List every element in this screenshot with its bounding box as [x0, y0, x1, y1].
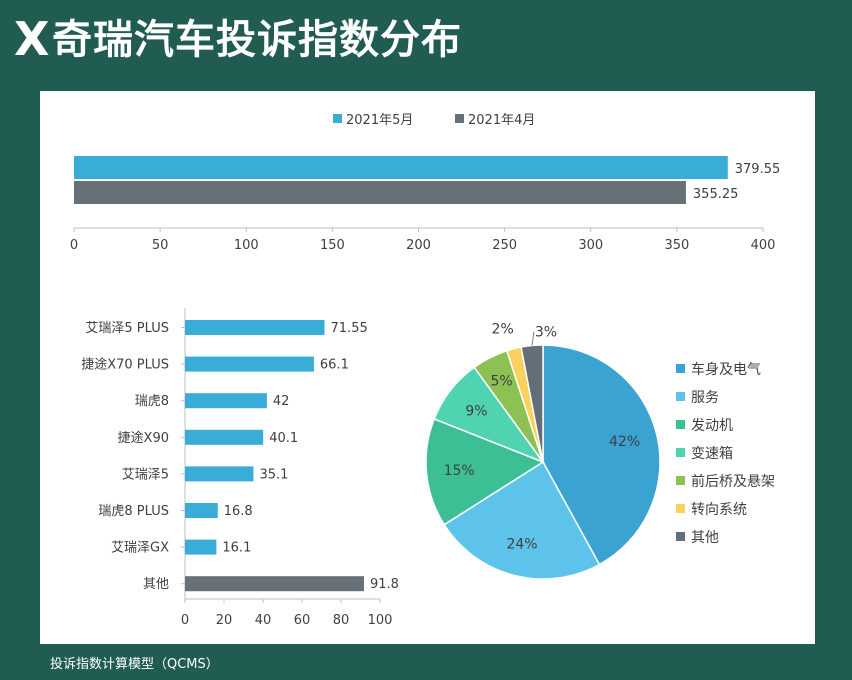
legend-label-1: 2021年4月: [468, 113, 535, 128]
models-axis-x-tick-label-0: 0: [181, 613, 189, 628]
model-bar-1: [185, 356, 314, 372]
top-bar-0: [74, 156, 728, 179]
model-value-1: 66.1: [320, 358, 349, 373]
top-axis-tick-label-5: 250: [492, 238, 517, 253]
model-label-2: 瑞虎8: [135, 394, 169, 409]
pie-legend-swatch-2: [676, 420, 685, 429]
model-bar-0: [185, 320, 325, 335]
pie-value-label-6: 3%: [535, 325, 557, 341]
pie-legend-label-0: 车身及电气: [691, 361, 761, 378]
pie-legend-swatch-4: [676, 476, 685, 485]
top-axis-tick-label-0: 0: [70, 238, 78, 253]
models-axis-x-tick-label-2: 40: [255, 613, 272, 628]
pie-value-label-4: 5%: [490, 374, 512, 390]
pie-legend-swatch-5: [676, 504, 685, 513]
model-value-7: 91.8: [370, 577, 399, 592]
model-value-6: 16.1: [222, 541, 251, 556]
footer-note: 投诉指数计算模型（QCMS）: [50, 657, 219, 672]
model-bar-6: [185, 539, 217, 555]
pie-value-label-0: 42%: [609, 434, 640, 450]
models-axis-x-tick-label-5: 100: [368, 613, 393, 628]
page-title: 奇瑞汽车投诉指数分布: [52, 17, 462, 63]
model-bar-5: [185, 503, 218, 518]
model-label-5: 瑞虎8 PLUS: [98, 504, 169, 519]
top-bar-value-1: 355.25: [693, 187, 739, 202]
model-value-5: 16.8: [224, 504, 253, 519]
model-bar-2: [185, 393, 267, 409]
top-axis-tick-label-8: 400: [751, 238, 776, 253]
top-axis-tick-label-7: 350: [664, 238, 689, 253]
model-bar-3: [185, 429, 264, 445]
pie-legend-swatch-0: [676, 364, 685, 373]
models-axis-x-tick-label-3: 60: [294, 613, 311, 628]
pie-legend-label-4: 前后桥及悬架: [691, 473, 775, 490]
logo-x-icon: X: [14, 12, 49, 66]
top-bar-value-0: 379.55: [735, 162, 781, 177]
pie-slice-2: [425, 417, 545, 526]
pie-leader-line-6: [531, 331, 535, 346]
model-label-4: 艾瑞泽5: [122, 467, 169, 482]
pie-slice-0: [542, 344, 661, 566]
models-axis-x-tick-label-1: 20: [216, 613, 233, 628]
models-axis-x-tick-label-4: 80: [333, 613, 350, 628]
top-axis-tick-label-6: 300: [578, 238, 603, 253]
model-value-3: 40.1: [269, 431, 298, 446]
model-label-3: 捷途X90: [118, 430, 169, 446]
pie-legend-label-5: 转向系统: [691, 502, 747, 518]
pie-legend-label-6: 其他: [691, 530, 719, 546]
legend-swatch-0: [333, 114, 342, 123]
pie-value-label-1: 24%: [506, 537, 537, 553]
model-value-4: 35.1: [259, 467, 288, 482]
top-axis-tick-label-1: 50: [152, 238, 169, 253]
top-axis-tick-label-2: 100: [234, 238, 259, 253]
pie-legend-swatch-1: [676, 392, 685, 401]
pie-value-label-3: 9%: [465, 403, 487, 419]
pie-slice-1: [443, 460, 601, 580]
model-label-0: 艾瑞泽5 PLUS: [85, 321, 169, 336]
model-label-6: 艾瑞泽GX: [111, 541, 169, 556]
pie-legend-swatch-6: [676, 532, 685, 541]
pie-value-label-2: 15%: [444, 463, 475, 479]
pie-legend-label-3: 变速箱: [691, 446, 733, 462]
pie-value-label-5: 2%: [492, 321, 514, 337]
model-value-0: 71.55: [331, 321, 368, 336]
top-axis-tick-label-3: 150: [320, 238, 345, 253]
model-value-2: 42: [273, 394, 290, 409]
model-bar-7: [185, 576, 365, 592]
model-label-7: 其他: [143, 577, 169, 592]
legend-label-0: 2021年5月: [346, 113, 413, 128]
model-label-1: 捷途X70 PLUS: [81, 357, 169, 373]
pie-legend-label-1: 服务: [691, 390, 719, 406]
chart-panel: 2021年5月 2021年4月 379.55 355.25 0 50 100 150 200 25…: [40, 91, 815, 644]
model-bar-4: [185, 466, 254, 482]
legend-swatch-1: [455, 114, 464, 123]
watermark-logo: 汽车門: [718, 616, 772, 637]
pie-legend-label-2: 发动机: [691, 418, 733, 434]
top-bar-1: [74, 181, 686, 204]
pie-legend-swatch-3: [676, 448, 685, 457]
top-axis-tick-label-4: 200: [406, 238, 431, 253]
